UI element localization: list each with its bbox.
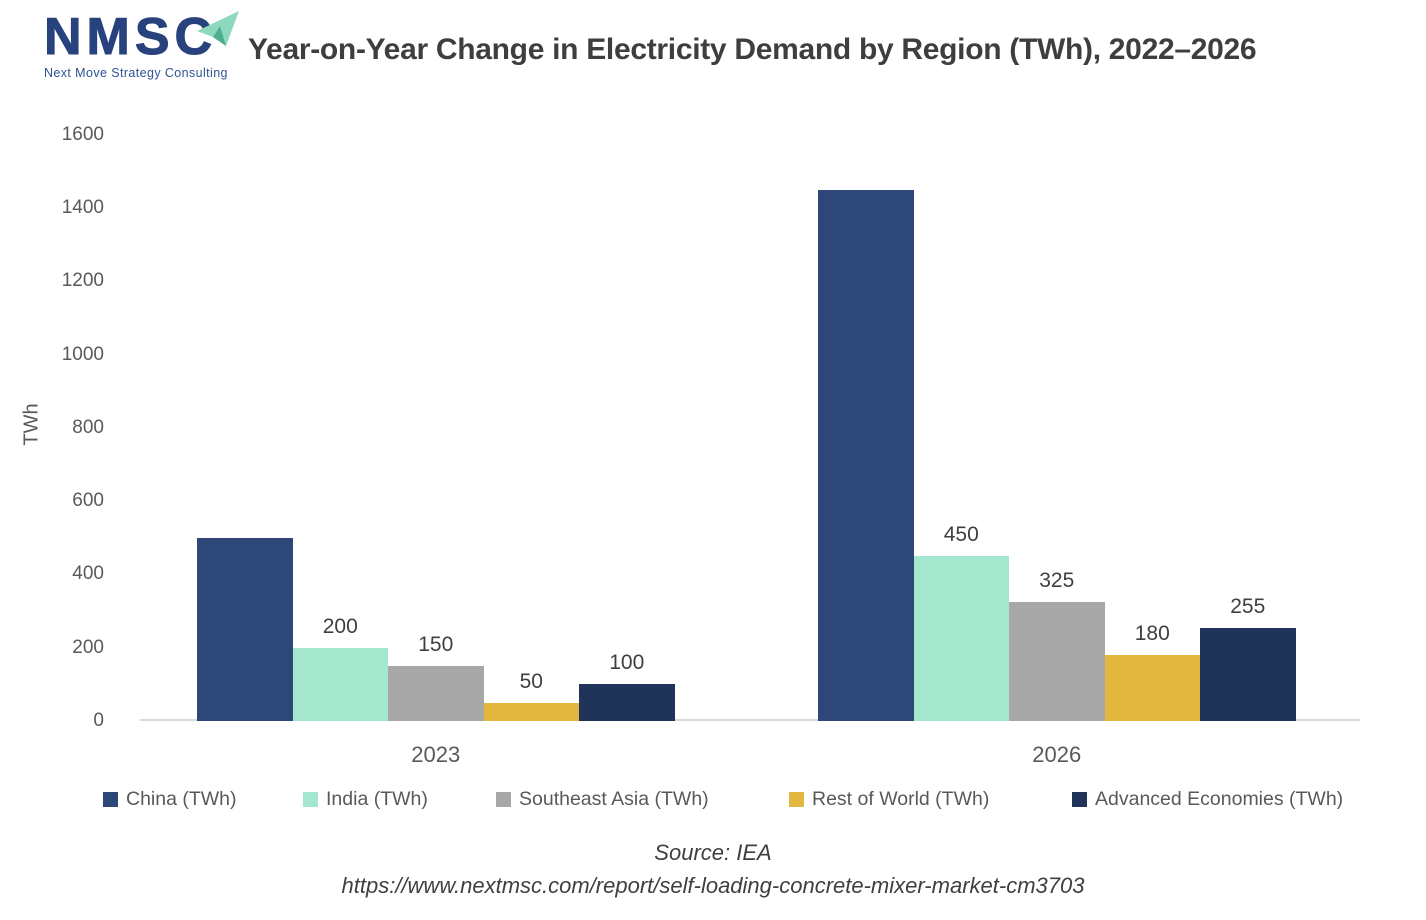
bar-value-label: 100 — [609, 651, 645, 675]
legend-label: Advanced Economies (TWh) — [1095, 787, 1344, 810]
legend-swatch-icon — [496, 791, 511, 807]
logo-tagline: Next Move Strategy Consulting — [44, 66, 228, 80]
page-title: Year-on-Year Change in Electricity Deman… — [248, 33, 1257, 66]
legend-label: China (TWh) — [126, 787, 237, 810]
legend-item: India (TWh) — [303, 786, 428, 812]
bar-value-label: 180 — [1134, 622, 1170, 646]
legend-item: Southeast Asia (TWh) — [496, 786, 709, 812]
bar — [579, 684, 675, 721]
bar — [818, 189, 914, 721]
bar — [913, 556, 1009, 721]
legend-swatch-icon — [789, 791, 804, 807]
y-tick-label: 1600 — [61, 123, 104, 145]
legend-swatch-icon — [103, 791, 118, 807]
y-tick-label: 1200 — [61, 270, 104, 292]
legend-label: India (TWh) — [326, 787, 428, 810]
source-caption: Source: IEA — [654, 840, 772, 865]
bar-value-label: 325 — [1039, 568, 1075, 592]
legend-item: Rest of World (TWh) — [789, 786, 989, 812]
x-axis-line — [140, 719, 1360, 721]
x-category-label: 2023 — [411, 742, 461, 767]
legend-item: China (TWh) — [103, 786, 237, 812]
bar — [483, 702, 579, 721]
bar — [1200, 627, 1296, 721]
bar — [1009, 601, 1105, 721]
bar — [388, 666, 484, 721]
y-tick-label: 1400 — [61, 196, 104, 218]
bar-value-label: 150 — [418, 633, 454, 657]
y-tick-label: 200 — [72, 636, 104, 658]
bar-value-label: 50 — [519, 669, 543, 693]
logo-paper-plane-icon — [197, 11, 239, 46]
nmsc-logo: NMSC Next Move Strategy Consulting — [44, 8, 244, 80]
x-category-label: 2026 — [1032, 742, 1082, 767]
bar — [292, 647, 388, 721]
y-tick-label: 0 — [93, 710, 104, 731]
y-tick-label: 600 — [72, 490, 104, 512]
logo-acronym: NMSC — [44, 8, 218, 67]
bar-value-label: 255 — [1230, 594, 1266, 618]
legend-item: Advanced Economies (TWh) — [1072, 786, 1343, 812]
y-tick-label: 400 — [72, 563, 104, 585]
legend-label: Southeast Asia (TWh) — [519, 787, 709, 810]
y-tick-label: 1000 — [61, 343, 104, 365]
legend-swatch-icon — [303, 791, 318, 807]
bar — [197, 537, 293, 721]
bar-value-label: 200 — [322, 614, 358, 638]
bar — [1104, 655, 1200, 721]
legend-label: Rest of World (TWh) — [812, 787, 990, 810]
legend-swatch-icon — [1072, 791, 1087, 807]
bar-value-label: 450 — [943, 523, 979, 547]
y-tick-label: 800 — [72, 416, 104, 438]
source-url: https://www.nextmsc.com/report/self-load… — [341, 873, 1085, 898]
